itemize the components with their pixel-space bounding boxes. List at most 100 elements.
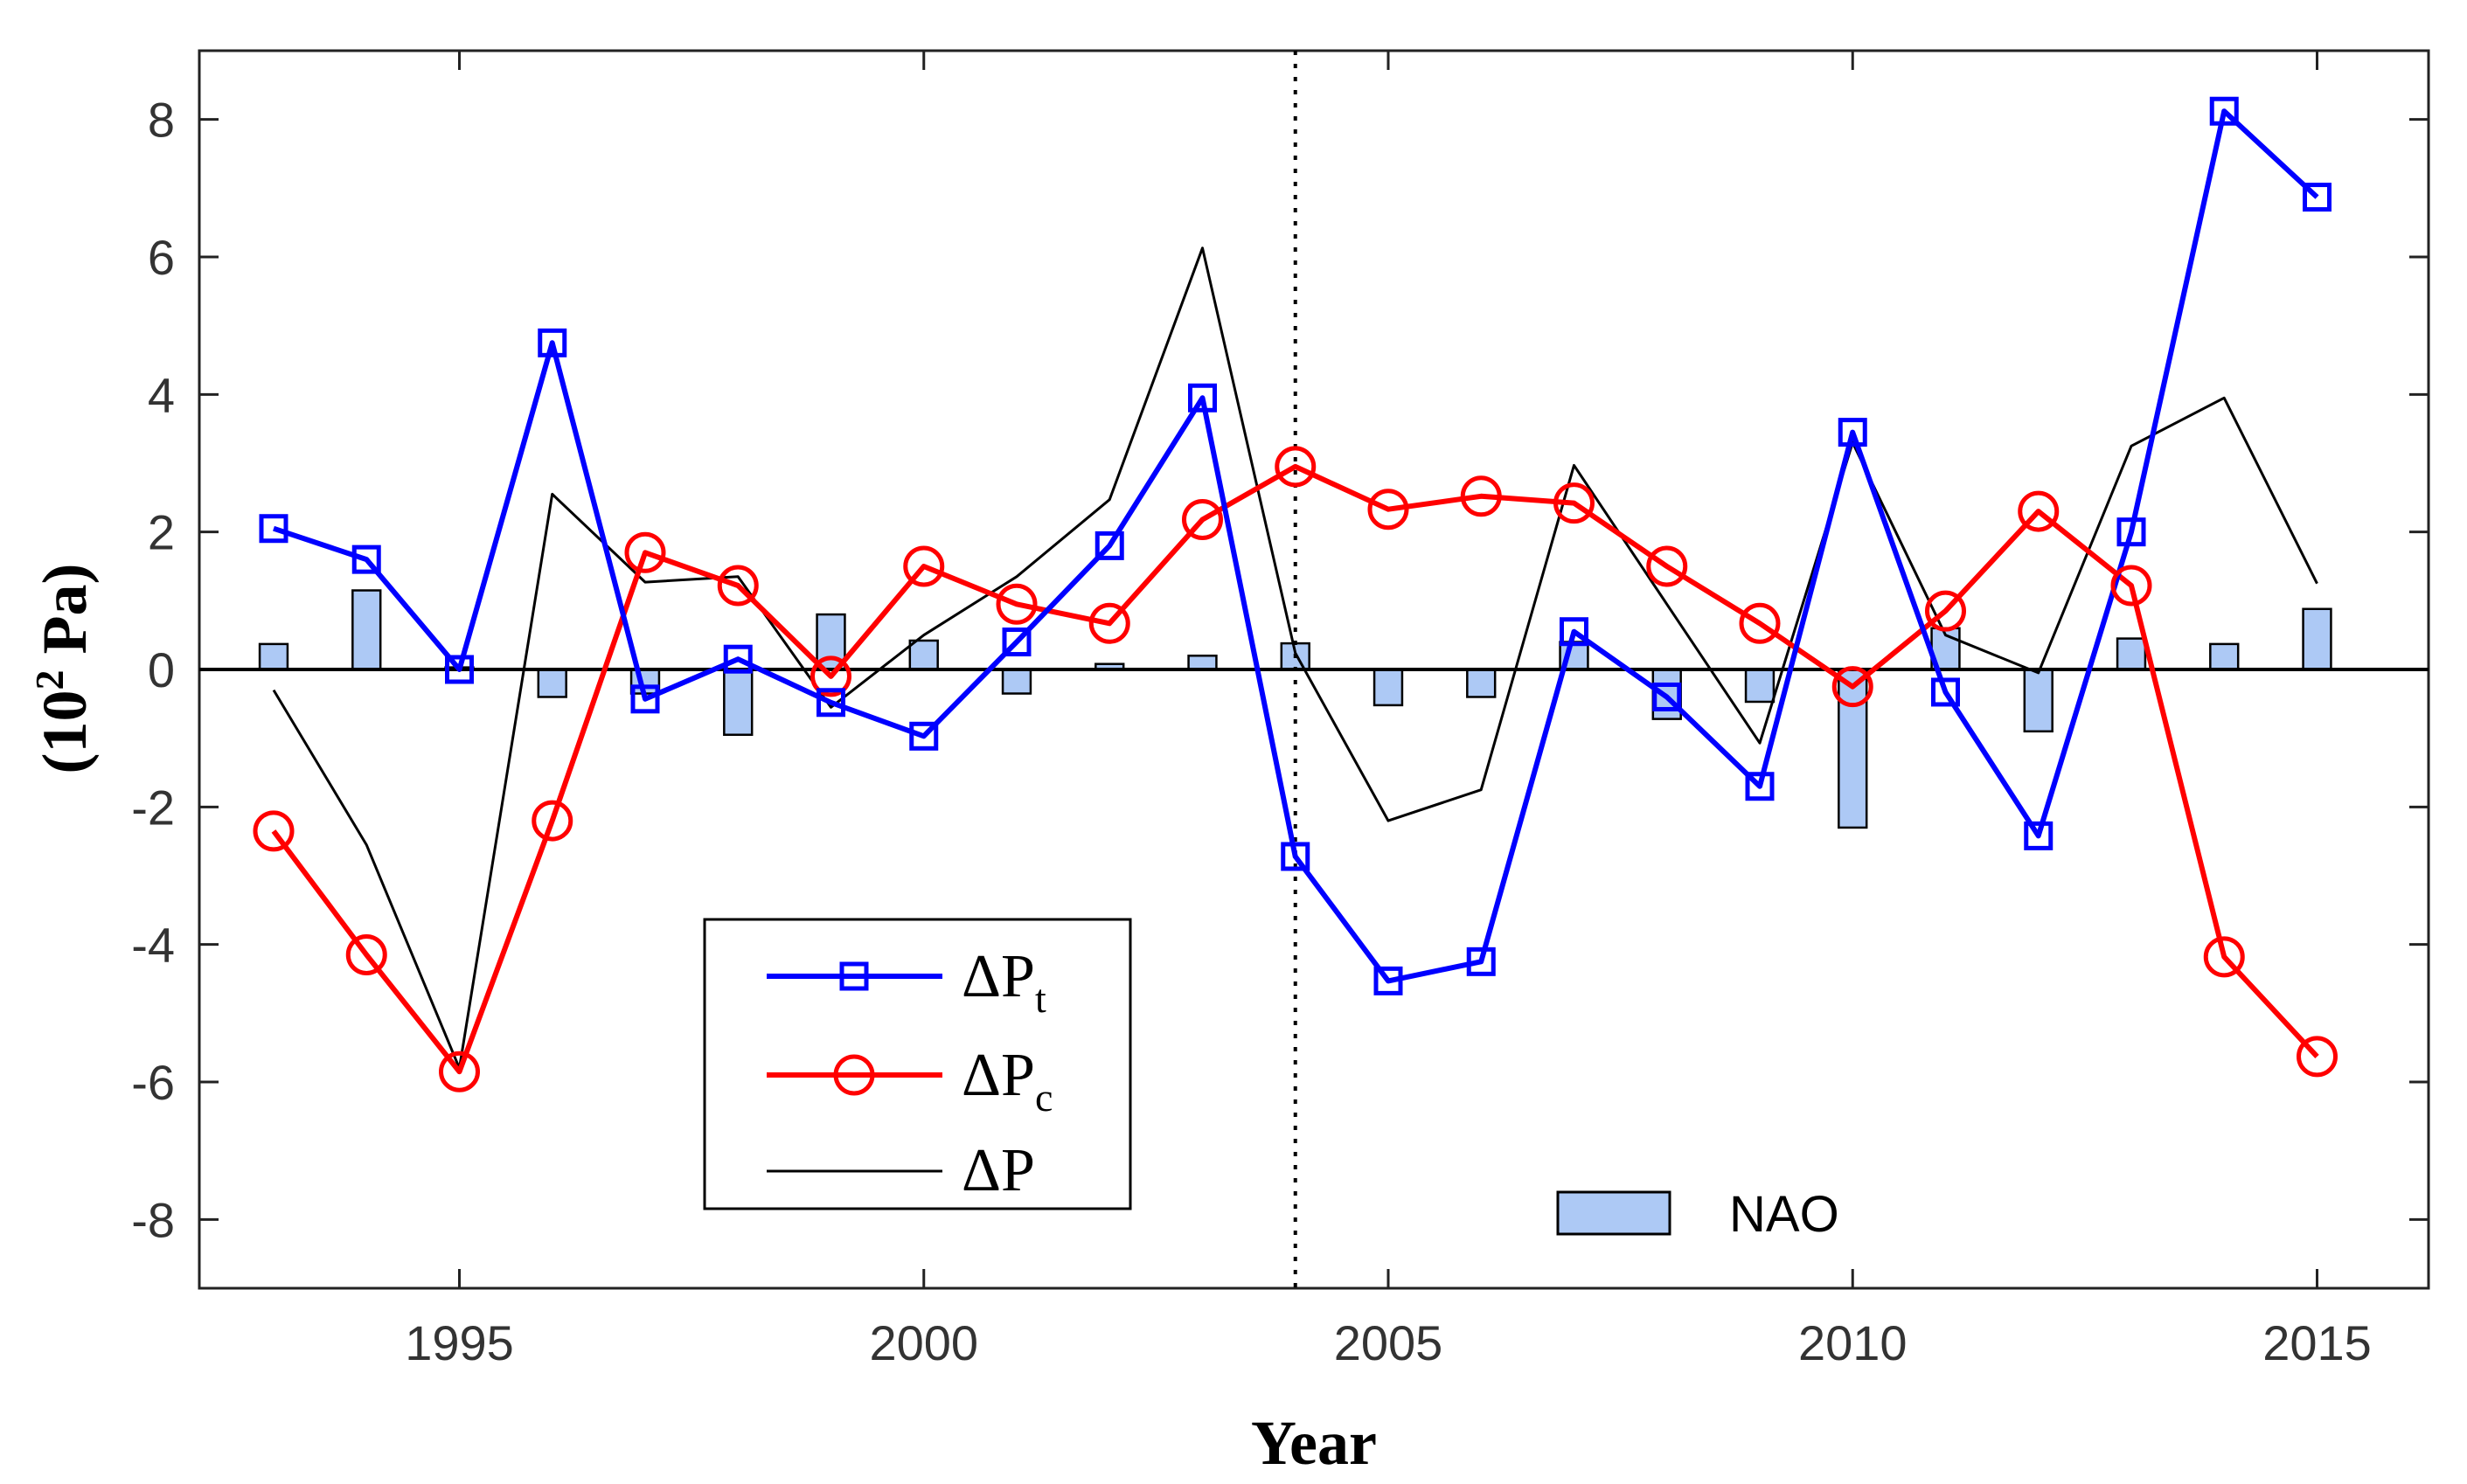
nao-legend-swatch: [1556, 1190, 1671, 1236]
nao-bar: [1466, 668, 1497, 698]
point-dpt: [1652, 682, 1682, 711]
y-axis-label-base: (10: [30, 690, 100, 773]
point-dpt: [817, 688, 845, 718]
nao-bar: [1187, 655, 1218, 671]
legend-label-dpc: ΔPc: [962, 1042, 1053, 1120]
x-tick-label: 2015: [2262, 1315, 2372, 1370]
point-dpc: [1646, 545, 1688, 587]
series-line-2: [272, 246, 2318, 1070]
nao-bar: [1372, 668, 1404, 707]
point-dpc: [253, 810, 295, 852]
y-tick-label: -4: [131, 918, 175, 973]
series-markers: [253, 96, 2338, 1092]
point-dpc: [532, 800, 573, 842]
nao-bar: [1001, 668, 1032, 695]
y-axis-label: (102 Pa): [27, 564, 100, 774]
nao-bar: [2209, 642, 2240, 671]
series-line-1: [271, 463, 2319, 1075]
y-tick-label: -8: [131, 1192, 175, 1247]
y-tick-label: -2: [131, 780, 175, 835]
point-dpt: [909, 721, 939, 751]
point-dpt: [1002, 628, 1032, 657]
legend-marker-dpc: [833, 1054, 875, 1096]
point-dpt: [445, 655, 474, 684]
point-dpc: [2110, 565, 2152, 607]
nao-bar: [2302, 607, 2332, 671]
legend-box: [703, 918, 1132, 1210]
x-axis-label: Year: [1251, 1408, 1377, 1478]
point-dpc: [624, 531, 666, 573]
point-dpc: [1739, 602, 1781, 644]
legend-marker-dpt: [839, 961, 869, 991]
point-dpc: [1182, 499, 1223, 541]
nao-bar: [351, 589, 382, 671]
legend-label-dp: ΔP: [962, 1137, 1035, 1204]
y-axis-label-unit: Pa): [30, 564, 100, 670]
nao-legend-label: NAO: [1729, 1186, 1839, 1243]
point-dpt: [2024, 821, 2054, 850]
point-dpc: [717, 565, 759, 607]
point-dpc: [2018, 490, 2060, 532]
point-dpt: [1373, 966, 1403, 995]
y-tick-label: 8: [148, 93, 175, 148]
x-tick-label: 2005: [1334, 1315, 1443, 1370]
point-dpt: [351, 544, 381, 574]
point-dpt: [2303, 183, 2331, 212]
point-dpt: [1188, 383, 1217, 413]
y-tick-label: -6: [131, 1055, 175, 1110]
point-dpt: [2209, 96, 2239, 126]
series-lines: [271, 108, 2319, 1075]
legend-label-dpc-symbol: ΔP: [962, 1042, 1035, 1109]
point-dpc: [903, 545, 945, 587]
y-tick-label: 2: [148, 505, 175, 560]
point-dpc: [439, 1051, 480, 1092]
point-dpc: [345, 933, 387, 975]
point-dpt: [1281, 842, 1310, 871]
point-dpt: [1095, 530, 1124, 560]
axis-ticks: 1995 2000 2005 2010 2015 -8 -6 -4 -2 0 2 4 6 8: [131, 51, 2429, 1370]
series-line-0: [273, 108, 2319, 984]
x-tick-label: 1995: [405, 1315, 514, 1370]
y-tick-label: 4: [148, 367, 175, 422]
nao-bar: [258, 642, 289, 671]
point-dpt: [1838, 418, 1867, 447]
nao-bar: [537, 668, 567, 698]
nao-bar: [2023, 668, 2054, 733]
point-dpt: [259, 514, 288, 544]
point-dpt: [2116, 517, 2146, 547]
nao-legend: NAO: [1556, 1186, 1839, 1243]
nao-bar: [1838, 668, 1868, 829]
point-dpc: [996, 583, 1038, 625]
point-dpt: [1931, 677, 1960, 707]
point-dpc: [1831, 666, 1873, 708]
point-dpc: [1460, 475, 1502, 517]
legend-label-dpc-subscript: c: [1035, 1075, 1053, 1120]
nao-bar: [908, 639, 939, 671]
y-axis-label-superscript: 2: [27, 669, 72, 690]
point-dpc: [1367, 489, 1409, 530]
y-tick-label: 6: [148, 230, 175, 285]
point-dpc: [1088, 602, 1130, 644]
legend-label-dpt-subscript: t: [1035, 976, 1046, 1021]
series-legend: ΔPt ΔPc ΔP: [703, 918, 1132, 1210]
point-dpt: [1560, 617, 1588, 647]
point-dpc: [810, 655, 851, 697]
point-dpt: [723, 644, 753, 674]
point-dpc: [1553, 482, 1595, 524]
point-dpc: [1275, 446, 1317, 488]
point-dpt: [630, 684, 660, 714]
legend-label-dpt-symbol: ΔP: [962, 943, 1035, 1010]
point-dpc: [2203, 936, 2245, 978]
point-dpc: [2297, 1036, 2338, 1078]
legend-label-dpt: ΔPt: [962, 943, 1046, 1021]
point-dpt: [538, 328, 567, 357]
y-tick-label: 0: [148, 642, 175, 697]
x-tick-label: 2010: [1798, 1315, 1908, 1370]
x-tick-label: 2000: [869, 1315, 978, 1370]
nao-bar: [723, 668, 754, 736]
point-dpc: [1925, 590, 1966, 632]
point-dpt: [1466, 947, 1496, 976]
nao-bar: [1744, 668, 1776, 704]
nao-bar: [2116, 637, 2147, 671]
